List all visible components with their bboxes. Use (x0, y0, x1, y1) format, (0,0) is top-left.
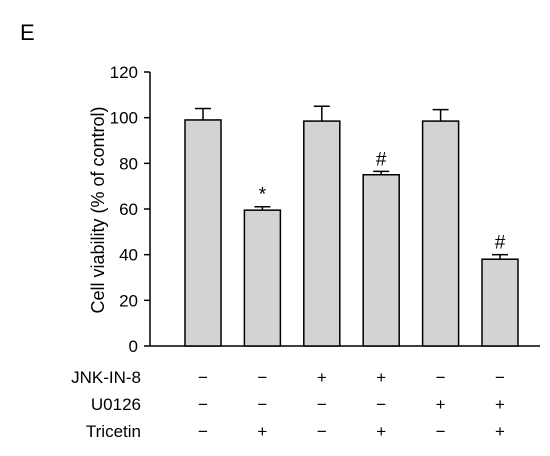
condition-symbol: − (317, 395, 327, 414)
y-axis-title: Cell viability (% of control) (88, 106, 108, 313)
y-tick-label: 60 (119, 200, 138, 219)
condition-symbol: − (198, 395, 208, 414)
condition-symbol: + (495, 422, 505, 441)
bar (481, 258, 519, 347)
panel-label: E (20, 20, 35, 45)
condition-label: JNK-IN-8 (71, 368, 141, 387)
condition-symbol: + (436, 395, 446, 414)
condition-symbol: − (436, 368, 446, 387)
condition-symbol: + (376, 422, 386, 441)
condition-symbol: + (376, 368, 386, 387)
condition-symbol: + (495, 395, 505, 414)
condition-symbol: − (257, 395, 267, 414)
condition-symbol: − (198, 368, 208, 387)
condition-label: U0126 (91, 395, 141, 414)
significance-mark: # (495, 233, 506, 254)
y-tick-label: 80 (119, 154, 138, 173)
bar (184, 119, 222, 347)
condition-symbol: − (376, 395, 386, 414)
y-tick-label: 0 (129, 337, 138, 356)
condition-symbol: + (317, 368, 327, 387)
bar (362, 174, 400, 347)
y-tick-label: 40 (119, 246, 138, 265)
bar (421, 120, 460, 347)
condition-table: JNK-IN-8 − − + + − − U0126 − − − − + + Tricetin − + − + − + (71, 368, 505, 441)
condition-symbol: − (495, 368, 505, 387)
y-axis: 0 20 40 60 80 100 120 (110, 63, 151, 356)
y-tick-label: 120 (110, 63, 138, 82)
condition-symbol: − (317, 422, 327, 441)
condition-label: Tricetin (86, 422, 141, 441)
bars: * # # (184, 105, 519, 347)
condition-symbol: − (257, 368, 267, 387)
condition-symbol: − (198, 422, 208, 441)
condition-symbol: − (436, 422, 446, 441)
y-tick-label: 20 (119, 291, 138, 310)
bar (303, 120, 341, 347)
significance-mark: # (376, 149, 387, 170)
condition-symbol: + (257, 422, 267, 441)
y-tick-label: 100 (110, 109, 138, 128)
bar (243, 209, 282, 347)
significance-mark: * (259, 185, 267, 206)
